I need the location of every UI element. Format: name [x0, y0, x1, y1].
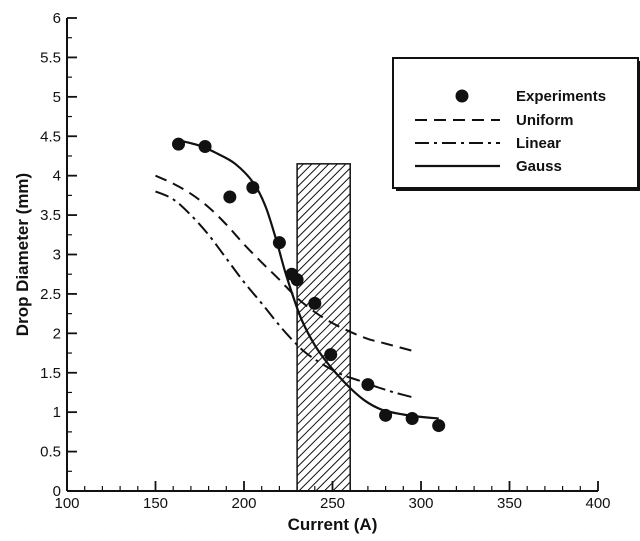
x-tick-label-6: 400 — [585, 495, 610, 512]
y-tick-label-7: 3.5 — [40, 207, 61, 224]
x-tick-label-1: 150 — [143, 495, 168, 512]
y-tick-label-6: 3 — [53, 247, 61, 264]
experiment-point-3 — [246, 180, 260, 194]
x-tick-label-4: 300 — [408, 495, 433, 512]
legend-label-linear: Linear — [516, 135, 561, 152]
experiment-point-6 — [290, 273, 304, 287]
series-line-linear — [155, 190, 416, 399]
legend-marker-experiments — [455, 89, 469, 103]
y-tick-label-4: 2 — [53, 325, 61, 342]
experiment-point-9 — [361, 378, 375, 392]
y-tick-label-2: 1 — [53, 404, 61, 421]
y-tick-label-10: 5 — [53, 89, 61, 106]
legend-label-experiments: Experiments — [516, 88, 606, 105]
experiment-point-12 — [432, 419, 446, 433]
series-line-uniform — [155, 174, 413, 352]
y-tick-label-9: 4.5 — [40, 128, 61, 145]
experiment-point-8 — [324, 348, 338, 362]
experiment-point-2 — [223, 190, 237, 204]
y-tick-label-5: 2.5 — [40, 286, 61, 303]
y-tick-label-12: 6 — [53, 10, 61, 27]
x-tick-label-3: 250 — [320, 495, 345, 512]
series-line-gauss — [178, 139, 439, 420]
legend-label-uniform: Uniform — [516, 112, 574, 129]
experiment-point-7 — [308, 296, 322, 310]
y-axis-title: Drop Diameter (mm) — [13, 173, 32, 336]
y-tick-label-11: 5.5 — [40, 49, 61, 66]
legend-label-gauss: Gauss — [516, 158, 562, 175]
experiment-point-0 — [172, 137, 186, 151]
x-tick-label-5: 350 — [497, 495, 522, 512]
experiment-point-11 — [405, 411, 419, 425]
x-tick-label-0: 100 — [54, 495, 79, 512]
y-tick-label-1: 0.5 — [40, 444, 61, 461]
x-axis-title: Current (A) — [288, 515, 378, 534]
x-tick-label-2: 200 — [231, 495, 256, 512]
y-tick-label-8: 4 — [53, 168, 61, 185]
y-tick-label-3: 1.5 — [40, 365, 61, 382]
y-tick-label-0: 0 — [53, 483, 61, 500]
